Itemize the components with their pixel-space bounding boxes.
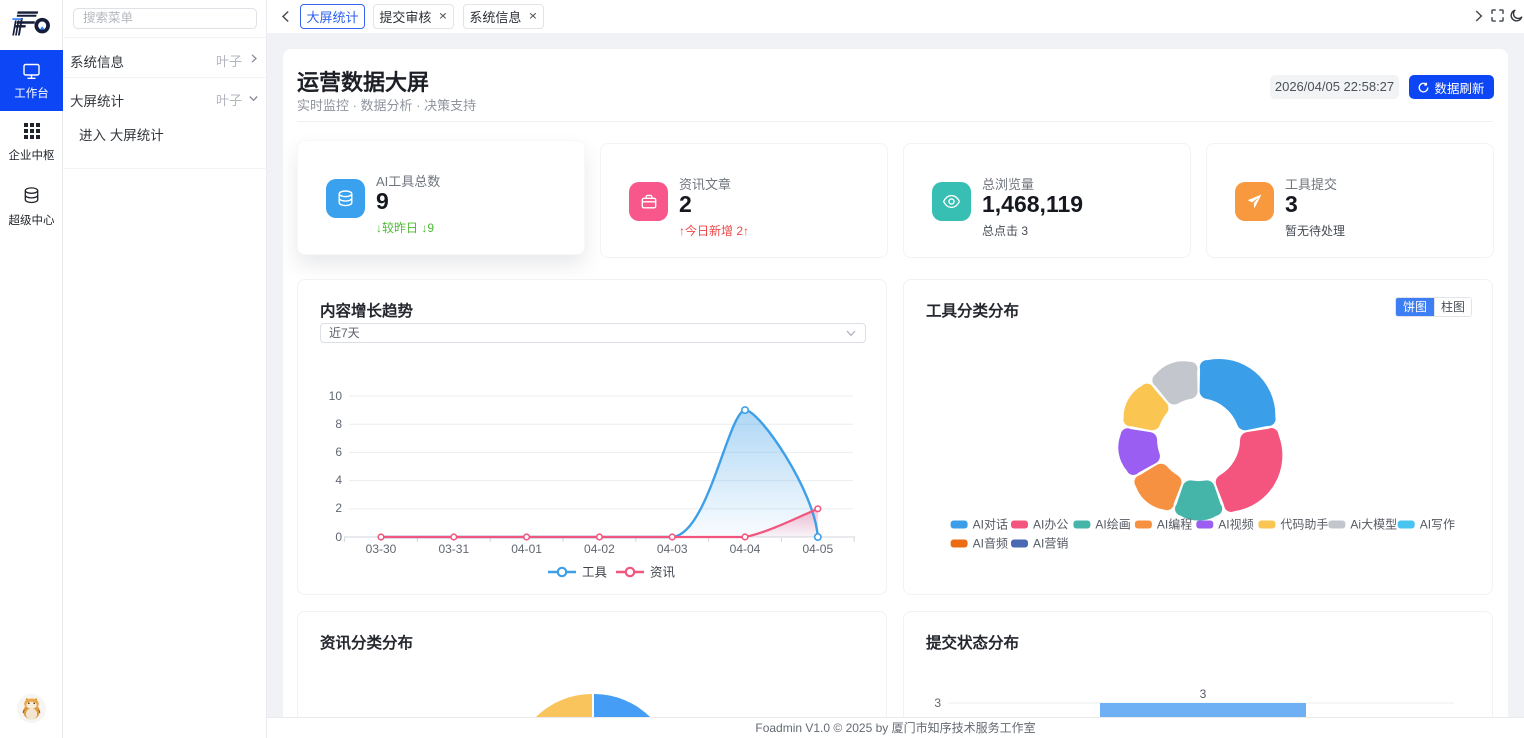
svg-text:04-03: 04-03 [657,542,688,556]
svg-text:04-04: 04-04 [730,542,761,556]
svg-text:代码助手: 代码助手 [1280,518,1328,532]
svg-text:资讯: 资讯 [650,566,676,580]
svg-text:03-30: 03-30 [366,542,397,556]
svg-text:3: 3 [1200,687,1207,701]
svg-text:04-02: 04-02 [584,542,615,556]
svg-text:AI视频: AI视频 [1218,517,1253,532]
svg-text:10: 10 [329,389,343,403]
svg-text:4: 4 [335,473,342,487]
svg-text:AI绘画: AI绘画 [1095,517,1130,532]
svg-text:Ai大模型: Ai大模型 [1350,518,1397,532]
svg-text:AI营销: AI营销 [1033,537,1068,551]
svg-text:03-31: 03-31 [438,542,469,556]
svg-text:8: 8 [335,417,342,431]
svg-text:AI写作: AI写作 [1420,518,1455,532]
svg-text:AI音频: AI音频 [973,536,1008,551]
svg-text:2: 2 [335,501,342,515]
svg-text:AI编程: AI编程 [1157,517,1192,532]
svg-text:04-01: 04-01 [511,542,542,556]
svg-text:AI办公: AI办公 [1033,517,1068,532]
svg-text:04-05: 04-05 [802,542,833,556]
svg-text:3: 3 [934,696,941,710]
svg-text:工具: 工具 [582,566,608,580]
svg-text:6: 6 [335,445,342,459]
svg-text:AI对话: AI对话 [973,518,1008,532]
svg-text:0: 0 [335,530,342,544]
